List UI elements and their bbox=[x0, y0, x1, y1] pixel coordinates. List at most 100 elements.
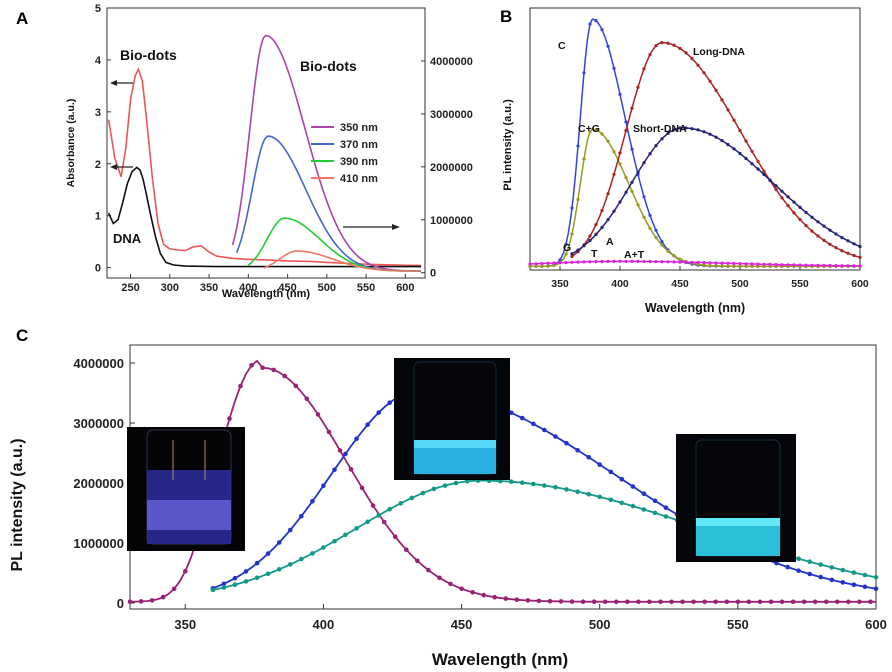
panel-b-point-c bbox=[564, 242, 568, 246]
panel-b-point-a-t bbox=[774, 263, 778, 267]
panel-c-point-short-dna bbox=[431, 486, 437, 492]
panel-b-frame bbox=[529, 7, 861, 271]
panel-c-point-long-dna bbox=[829, 577, 835, 583]
panel-b-point-c-g bbox=[744, 264, 748, 268]
panel-b-point-a-t bbox=[558, 261, 562, 265]
panel-c-point-short-dna bbox=[343, 532, 348, 538]
panel-b-point-short-dna bbox=[678, 126, 682, 130]
label-c: C bbox=[558, 40, 566, 52]
panel-b-point-short-dna bbox=[726, 143, 730, 147]
panel-b-point-short-dna bbox=[684, 126, 688, 130]
panel-b-xlabel: Wavelength (nm) bbox=[645, 301, 745, 315]
panel-b-point-a-t bbox=[552, 261, 556, 265]
panel-c-ytick-label: 0 bbox=[117, 596, 124, 611]
panel-b-point-long-dna bbox=[846, 251, 850, 255]
label-a: A bbox=[606, 236, 614, 248]
panel-c-point-long-dna bbox=[310, 499, 315, 504]
panel-a-ytick-left-label: 5 bbox=[95, 3, 101, 15]
panel-c-point-short-dna bbox=[564, 487, 569, 492]
panel-c-point-bio-dots-c- bbox=[846, 599, 851, 605]
legend-label: 370 nm bbox=[340, 139, 378, 151]
panel-c-point-bio-dots-c- bbox=[647, 599, 652, 605]
panel-c-point-short-dna bbox=[608, 497, 614, 503]
panel-c-point-short-dna bbox=[265, 571, 271, 577]
panel-b-point-c-g bbox=[600, 132, 604, 136]
panel-a-ytick-left-label: 1 bbox=[95, 211, 101, 223]
panel-b-xtick-label: 350 bbox=[551, 278, 569, 290]
panel-b-point-c-g bbox=[702, 263, 706, 267]
panel-c-point-long-dna bbox=[785, 564, 790, 570]
panel-b-point-long-dna bbox=[570, 254, 574, 259]
panel-c-point-bio-dots-c- bbox=[702, 599, 707, 605]
panel-b-point-short-dna bbox=[750, 162, 754, 166]
panel-a-ytick-right-label: 4000000 bbox=[430, 56, 473, 68]
panel-c-point-bio-dots-c- bbox=[691, 599, 696, 605]
panel-c-xtick-label: 600 bbox=[865, 617, 887, 632]
panel-b-point-short-dna bbox=[780, 189, 784, 193]
panel-c-point-bio-dots-c- bbox=[271, 367, 277, 373]
panel-c-point-short-dna bbox=[464, 479, 470, 484]
panel-c-point-short-dna bbox=[221, 585, 227, 590]
panel-c-point-long-dna bbox=[509, 410, 514, 416]
panel-b-point-long-dna bbox=[780, 196, 784, 200]
panel-c-point-bio-dots-c- bbox=[602, 599, 608, 605]
panel-b-point-long-dna bbox=[588, 234, 592, 238]
panel-b-point-c-g bbox=[630, 189, 634, 193]
panel-b-point-short-dna bbox=[612, 209, 616, 213]
panel-c-point-long-dna bbox=[862, 584, 868, 590]
panel-c-point-long-dna bbox=[354, 436, 359, 442]
panel-b-point-a-t bbox=[732, 261, 736, 266]
panel-b-point-c-g bbox=[666, 249, 670, 253]
panel-c-point-long-dna bbox=[652, 498, 658, 504]
panel-b-point-a-t bbox=[624, 259, 628, 263]
panel-b-point-c bbox=[612, 66, 616, 70]
panel-b-point-long-dna bbox=[720, 98, 724, 102]
panel-b-point-short-dna bbox=[576, 248, 580, 252]
panel-c-point-short-dna bbox=[873, 575, 879, 580]
panel-c-point-short-dna bbox=[232, 582, 238, 587]
panel-b-point-a-t bbox=[690, 260, 694, 264]
panel-c-point-bio-dots-c- bbox=[503, 596, 509, 601]
panel-b-point-c-g bbox=[540, 264, 544, 268]
panel-b-point-c bbox=[588, 22, 592, 26]
panel-b-point-short-dna bbox=[690, 127, 694, 131]
panel-c-point-short-dna bbox=[299, 556, 304, 562]
panel-b: 350 400 450 500 550 600 Wavelength (nm) PL in… bbox=[502, 7, 869, 315]
panel-c-point-bio-dots-c- bbox=[636, 599, 641, 605]
panel-b-point-short-dna bbox=[660, 137, 664, 141]
panel-c-point-short-dna bbox=[818, 562, 823, 567]
panel-c-point-short-dna bbox=[254, 575, 260, 581]
panel-c-point-bio-dots-c- bbox=[801, 599, 807, 605]
panel-b-point-a-t bbox=[852, 264, 856, 268]
panel-b-point-long-dna bbox=[636, 85, 640, 89]
annot-dna: DNA bbox=[113, 231, 142, 246]
panel-b-point-a-t bbox=[612, 259, 616, 263]
panel-c-point-bio-dots-c- bbox=[514, 597, 520, 602]
panel-b-point-long-dna bbox=[816, 234, 820, 238]
panel-c-point-bio-dots-c- bbox=[160, 594, 166, 600]
panel-b-point-long-dna bbox=[600, 208, 604, 213]
panel-b-point-c bbox=[630, 147, 634, 151]
panel-b-point-c bbox=[606, 44, 610, 48]
panel-b-point-short-dna bbox=[816, 220, 820, 224]
panel-c-point-bio-dots-c- bbox=[525, 598, 531, 603]
panel-b-point-short-dna bbox=[774, 184, 778, 188]
panel-b-point-a-t bbox=[750, 262, 754, 266]
panel-c-point-bio-dots-c- bbox=[746, 599, 752, 605]
panel-b-point-short-dna bbox=[738, 151, 742, 156]
panel-c-point-bio-dots-c- bbox=[227, 416, 232, 421]
panel-c-point-short-dna bbox=[851, 570, 857, 575]
panel-c-point-long-dna bbox=[276, 540, 282, 545]
panel-b-point-c-g bbox=[534, 264, 538, 268]
panel-b-point-short-dna bbox=[852, 242, 856, 246]
panel-c-point-bio-dots-c- bbox=[536, 598, 542, 604]
panel-c-point-bio-dots-c- bbox=[304, 396, 310, 402]
panel-b-point-long-dna bbox=[684, 51, 688, 55]
pl-line-410-nm bbox=[263, 250, 420, 272]
panel-b-point-a-t bbox=[762, 262, 766, 266]
panel-b-point-c-g bbox=[576, 197, 580, 202]
panel-c-point-bio-dots-c- bbox=[415, 558, 420, 564]
panel-a-ytick-left-label: 4 bbox=[95, 55, 102, 67]
panel-b-point-short-dna bbox=[792, 200, 796, 204]
panel-c-point-short-dna bbox=[597, 494, 602, 500]
